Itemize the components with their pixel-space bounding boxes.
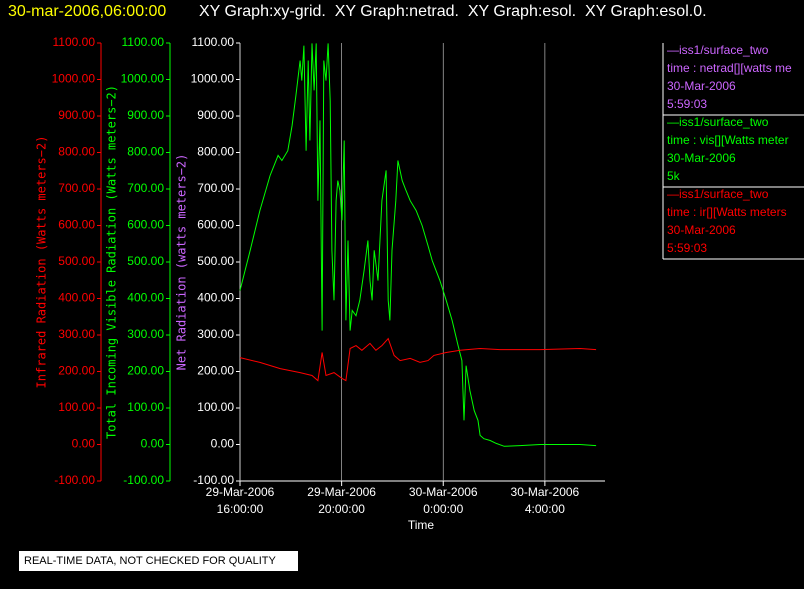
y-tick-label: 500.00 bbox=[127, 254, 164, 268]
y-tick-label: 800.00 bbox=[127, 145, 164, 159]
y-tick-label: 400.00 bbox=[58, 291, 95, 305]
legend-text: 5k bbox=[667, 169, 681, 183]
x-tick-label: 0:00:00 bbox=[423, 502, 463, 516]
y-tick-label: 700.00 bbox=[197, 181, 234, 195]
legend-text: 30-Mar-2006 bbox=[667, 151, 736, 165]
legend-text: 5:59:03 bbox=[667, 241, 707, 255]
y-tick-label: 200.00 bbox=[127, 364, 164, 378]
y-tick-label: 1000.00 bbox=[52, 72, 96, 86]
y-axis-label: Total Incoming Visible Radiation (Watts … bbox=[105, 85, 119, 439]
y-tick-label: 300.00 bbox=[58, 327, 95, 341]
series-line bbox=[239, 337, 597, 382]
y-tick-label: 700.00 bbox=[127, 181, 164, 195]
y-tick-label: 1100.00 bbox=[192, 35, 235, 49]
chart-title: XY Graph:xy-grid. XY Graph:netrad. XY Gr… bbox=[199, 3, 707, 20]
legend-text: 30-Mar-2006 bbox=[667, 223, 736, 237]
y-tick-label: 1000.00 bbox=[191, 72, 235, 86]
series-line bbox=[239, 43, 597, 447]
y-tick-label: 1100.00 bbox=[53, 35, 96, 49]
y-tick-label: 900.00 bbox=[127, 108, 164, 122]
y-axis-label: Infrared Radiation (Watts meters−2) bbox=[35, 136, 49, 389]
y-tick-label: 900.00 bbox=[58, 108, 95, 122]
legend-text: time : vis[][Watts meter bbox=[667, 133, 789, 147]
y-tick-label: 300.00 bbox=[127, 327, 164, 341]
legend-text: —iss1/surface_two bbox=[667, 115, 769, 129]
x-tick-label: 29-Mar-2006 bbox=[206, 485, 275, 499]
y-tick-label: 0.00 bbox=[72, 437, 96, 451]
y-tick-label: 0.00 bbox=[141, 437, 165, 451]
y-tick-label: 100.00 bbox=[58, 400, 95, 414]
y-tick-label: 800.00 bbox=[197, 145, 234, 159]
x-tick-label: 30-Mar-2006 bbox=[409, 485, 478, 499]
legend-text: 30-Mar-2006 bbox=[667, 79, 736, 93]
y-tick-label: 300.00 bbox=[197, 327, 234, 341]
note: REAL-TIME DATA, NOT CHECKED FOR QUALITY bbox=[24, 555, 276, 567]
y-tick-label: 200.00 bbox=[58, 364, 95, 378]
legend-text: —iss1/surface_two bbox=[667, 187, 769, 201]
y-tick-label: 400.00 bbox=[197, 291, 234, 305]
y-tick-label: -100.00 bbox=[54, 473, 95, 487]
y-tick-label: 700.00 bbox=[58, 181, 95, 195]
y-axis-label: Net Radiation (watts meters−2) bbox=[175, 154, 189, 371]
y-tick-label: 900.00 bbox=[197, 108, 234, 122]
y-tick-label: 400.00 bbox=[127, 291, 164, 305]
x-tick-label: 4:00:00 bbox=[525, 502, 565, 516]
x-tick-label: 30-Mar-2006 bbox=[511, 485, 580, 499]
y-tick-label: 600.00 bbox=[58, 218, 95, 232]
y-tick-label: 0.00 bbox=[211, 437, 235, 451]
x-tick-label: 29-Mar-2006 bbox=[307, 485, 376, 499]
y-tick-label: 500.00 bbox=[197, 254, 234, 268]
y-tick-label: 1000.00 bbox=[121, 72, 165, 86]
note-box bbox=[19, 551, 298, 571]
x-tick-label: 16:00:00 bbox=[217, 502, 264, 516]
legend-text: time : ir[][Watts meters bbox=[667, 205, 787, 219]
y-tick-label: 200.00 bbox=[197, 364, 234, 378]
title-time: 30-mar-2006,06:00:00 bbox=[8, 3, 166, 20]
x-axis-label: Time bbox=[408, 518, 435, 532]
legend-text: 5:59:03 bbox=[667, 97, 707, 111]
y-tick-label: 600.00 bbox=[197, 218, 234, 232]
y-tick-label: 600.00 bbox=[127, 218, 164, 232]
y-tick-label: 100.00 bbox=[197, 400, 234, 414]
y-tick-label: -100.00 bbox=[123, 473, 164, 487]
x-tick-label: 20:00:00 bbox=[318, 502, 365, 516]
y-tick-label: 100.00 bbox=[127, 400, 164, 414]
y-tick-label: 800.00 bbox=[58, 145, 95, 159]
legend-text: time : netrad[][watts me bbox=[667, 61, 792, 75]
y-tick-label: 1100.00 bbox=[122, 35, 165, 49]
y-tick-label: -100.00 bbox=[193, 473, 234, 487]
y-tick-label: 500.00 bbox=[58, 254, 95, 268]
legend-text: —iss1/surface_two bbox=[667, 43, 769, 57]
